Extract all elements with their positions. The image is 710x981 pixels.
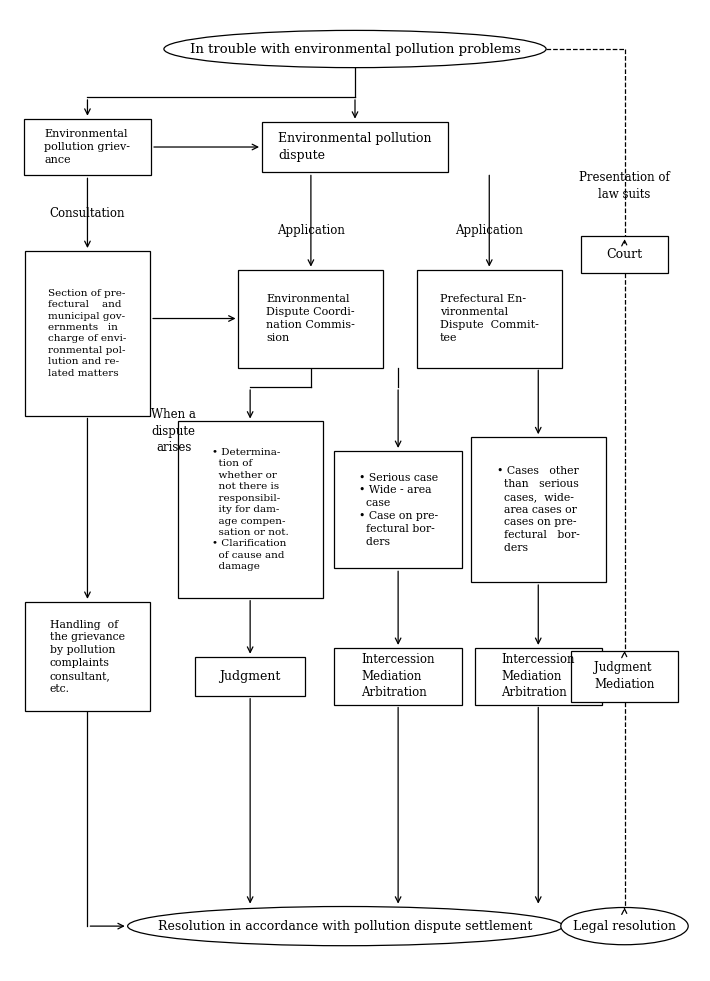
Text: Application: Application xyxy=(455,224,523,236)
FancyBboxPatch shape xyxy=(474,647,602,704)
FancyBboxPatch shape xyxy=(25,601,151,711)
Text: Consultation: Consultation xyxy=(50,207,125,220)
Text: Court: Court xyxy=(606,248,643,261)
Text: Judgment
Mediation: Judgment Mediation xyxy=(594,661,655,691)
Text: Environmental
Dispute Coordi-
nation Commis-
sion: Environmental Dispute Coordi- nation Com… xyxy=(266,294,355,342)
FancyBboxPatch shape xyxy=(178,422,322,597)
Ellipse shape xyxy=(164,30,546,68)
FancyBboxPatch shape xyxy=(23,119,151,176)
Text: • Cases   other
  than   serious
  cases,  wide-
  area cases or
  cases on pre-: • Cases other than serious cases, wide- … xyxy=(497,466,579,553)
FancyBboxPatch shape xyxy=(195,656,305,696)
Text: Intercession
Mediation
Arbitration: Intercession Mediation Arbitration xyxy=(501,653,575,699)
Text: Prefectural En-
vironmental
Dispute  Commit-
tee: Prefectural En- vironmental Dispute Comm… xyxy=(439,294,539,342)
FancyBboxPatch shape xyxy=(334,647,462,704)
Text: Judgment: Judgment xyxy=(219,670,281,683)
Text: • Serious case
• Wide - area
  case
• Case on pre-
  fectural bor-
  ders: • Serious case • Wide - area case • Case… xyxy=(359,473,437,546)
FancyBboxPatch shape xyxy=(581,236,667,274)
Text: Resolution in accordance with pollution dispute settlement: Resolution in accordance with pollution … xyxy=(158,919,532,933)
Text: In trouble with environmental pollution problems: In trouble with environmental pollution … xyxy=(190,42,520,56)
Ellipse shape xyxy=(128,906,563,946)
Text: Application: Application xyxy=(277,224,345,236)
FancyBboxPatch shape xyxy=(471,438,606,582)
Text: Intercession
Mediation
Arbitration: Intercession Mediation Arbitration xyxy=(361,653,435,699)
Text: Presentation of
law suits: Presentation of law suits xyxy=(579,172,670,201)
Text: Environmental
pollution griev-
ance: Environmental pollution griev- ance xyxy=(45,129,131,165)
FancyBboxPatch shape xyxy=(334,451,462,568)
Text: Handling  of
the grievance
by pollution
complaints
consultant,
etc.: Handling of the grievance by pollution c… xyxy=(50,620,125,694)
Text: Environmental pollution
dispute: Environmental pollution dispute xyxy=(278,132,432,162)
FancyBboxPatch shape xyxy=(239,270,383,368)
FancyBboxPatch shape xyxy=(417,270,562,368)
Text: • Determina-
  tion of
  whether or
  not there is
  responsibil-
  ity for dam-: • Determina- tion of whether or not ther… xyxy=(212,448,288,571)
FancyBboxPatch shape xyxy=(571,650,678,701)
Ellipse shape xyxy=(561,907,688,945)
Text: When a
dispute
arises: When a dispute arises xyxy=(151,408,196,454)
FancyBboxPatch shape xyxy=(262,122,448,173)
FancyBboxPatch shape xyxy=(25,251,151,416)
Text: Section of pre-
fectural    and
municipal gov-
ernments   in
charge of envi-
ron: Section of pre- fectural and municipal g… xyxy=(48,288,126,378)
Text: Legal resolution: Legal resolution xyxy=(573,919,676,933)
